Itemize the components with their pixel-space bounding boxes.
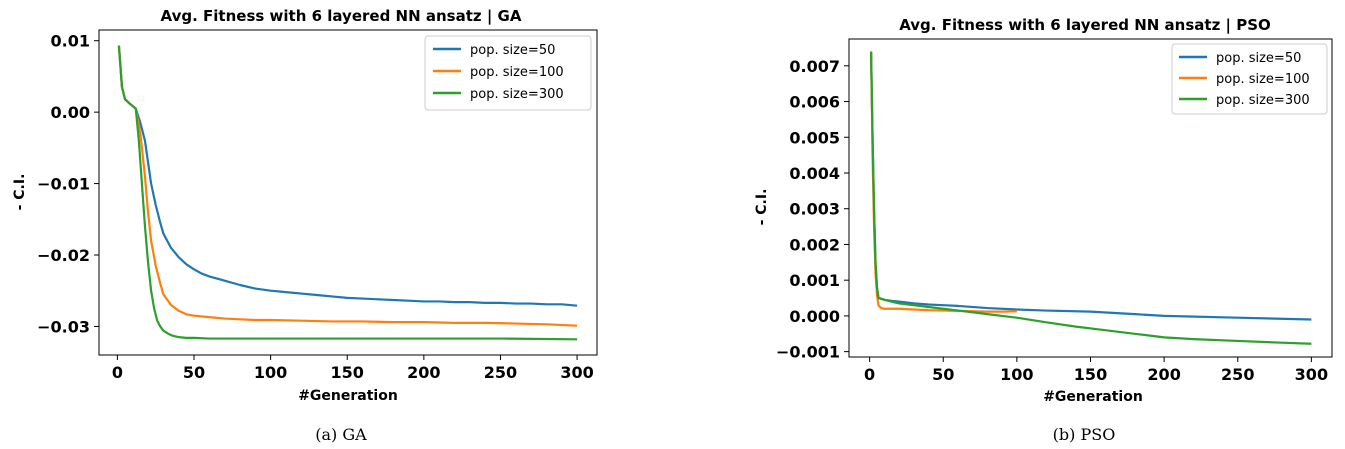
legend-label: pop. size=100	[1216, 72, 1310, 87]
x-tick-label: 0	[112, 363, 123, 382]
chart-pso-x-ticks: 0 50 100 150 200 250 300	[864, 357, 1328, 384]
chart-pso-legend: pop. size=50 pop. size=100 pop. size=300	[1171, 43, 1328, 115]
legend-label: pop. size=50	[470, 43, 555, 58]
x-tick-label: 0	[864, 365, 875, 384]
x-tick-label: 250	[1221, 365, 1254, 384]
y-tick-label: −0.001	[776, 343, 840, 362]
chart-ga-y-ticks: 0.01 0.00 −0.01 −0.02 −0.03	[37, 32, 99, 336]
x-tick-label: 250	[484, 363, 517, 382]
y-tick-label: 0.01	[51, 32, 90, 51]
series-line-pop-size-100	[869, 51, 1017, 313]
caption-pso: (b) PSO	[1053, 425, 1116, 444]
series-line-pop-size-50	[117, 45, 578, 307]
chart-ga-legend: pop. size=50 pop. size=100 pop. size=300	[424, 35, 592, 111]
series-line-pop-size-300	[117, 45, 578, 341]
x-tick-label: 100	[254, 363, 287, 382]
chart-pso: Avg. Fitness with 6 layered NN ansatz | …	[754, 16, 1333, 444]
x-tick-label: 50	[183, 363, 205, 382]
x-tick-label: 300	[1295, 365, 1328, 384]
y-tick-label: 0.007	[789, 57, 840, 76]
chart-ga-frame	[98, 29, 598, 356]
y-tick-label: −0.01	[37, 175, 90, 194]
chart-pso-y-ticks: 0.007 0.006 0.005 0.004 0.003 0.002 0.001 0.000…	[776, 57, 849, 362]
x-tick-label: 150	[331, 363, 364, 382]
y-tick-label: 0.001	[789, 271, 840, 290]
chart-pso-xlabel: #Generation	[1043, 389, 1143, 405]
caption-ga: (a) GA	[315, 425, 367, 444]
chart-pso-title: Avg. Fitness with 6 layered NN ansatz | …	[899, 16, 1271, 35]
chart-pso-legend-box	[1171, 43, 1328, 115]
chart-pso-ylabel: - C.I.	[754, 189, 770, 226]
y-tick-label: −0.03	[37, 317, 90, 336]
chart-ga-legend-box	[424, 35, 592, 111]
chart-pso-legend-items: pop. size=50 pop. size=100 pop. size=300	[1179, 51, 1310, 108]
chart-ga-title: Avg. Fitness with 6 layered NN ansatz | …	[161, 7, 522, 26]
legend-label: pop. size=300	[470, 87, 564, 102]
x-tick-label: 100	[1000, 365, 1033, 384]
chart-pso-series	[869, 51, 1312, 345]
legend-label: pop. size=50	[1216, 51, 1301, 66]
y-tick-label: 0.000	[789, 307, 840, 326]
y-tick-label: 0.006	[789, 93, 840, 112]
y-tick-label: 0.002	[789, 235, 840, 254]
y-tick-label: −0.02	[37, 246, 90, 265]
series-line-pop-size-300	[869, 51, 1312, 345]
y-tick-label: 0.005	[789, 128, 840, 147]
chart-ga-ylabel: - C.I.	[12, 174, 28, 211]
series-line-pop-size-100	[117, 45, 578, 327]
chart-ga: Avg. Fitness with 6 layered NN ansatz | …	[12, 7, 598, 444]
x-tick-label: 150	[1074, 365, 1107, 384]
x-tick-label: 300	[560, 363, 593, 382]
y-tick-label: 0.003	[789, 200, 840, 219]
chart-ga-x-ticks: 0 50 100 150 200 250 300	[112, 355, 594, 382]
x-tick-label: 200	[407, 363, 440, 382]
legend-label: pop. size=100	[470, 65, 564, 80]
chart-ga-xlabel: #Generation	[298, 388, 398, 404]
chart-ga-legend-items: pop. size=50 pop. size=100 pop. size=300	[433, 43, 564, 102]
x-tick-label: 200	[1147, 365, 1180, 384]
legend-label: pop. size=300	[1216, 93, 1310, 108]
y-tick-label: 0.00	[51, 103, 90, 122]
chart-ga-series	[117, 45, 578, 341]
y-tick-label: 0.004	[789, 164, 840, 183]
x-tick-label: 50	[932, 365, 954, 384]
